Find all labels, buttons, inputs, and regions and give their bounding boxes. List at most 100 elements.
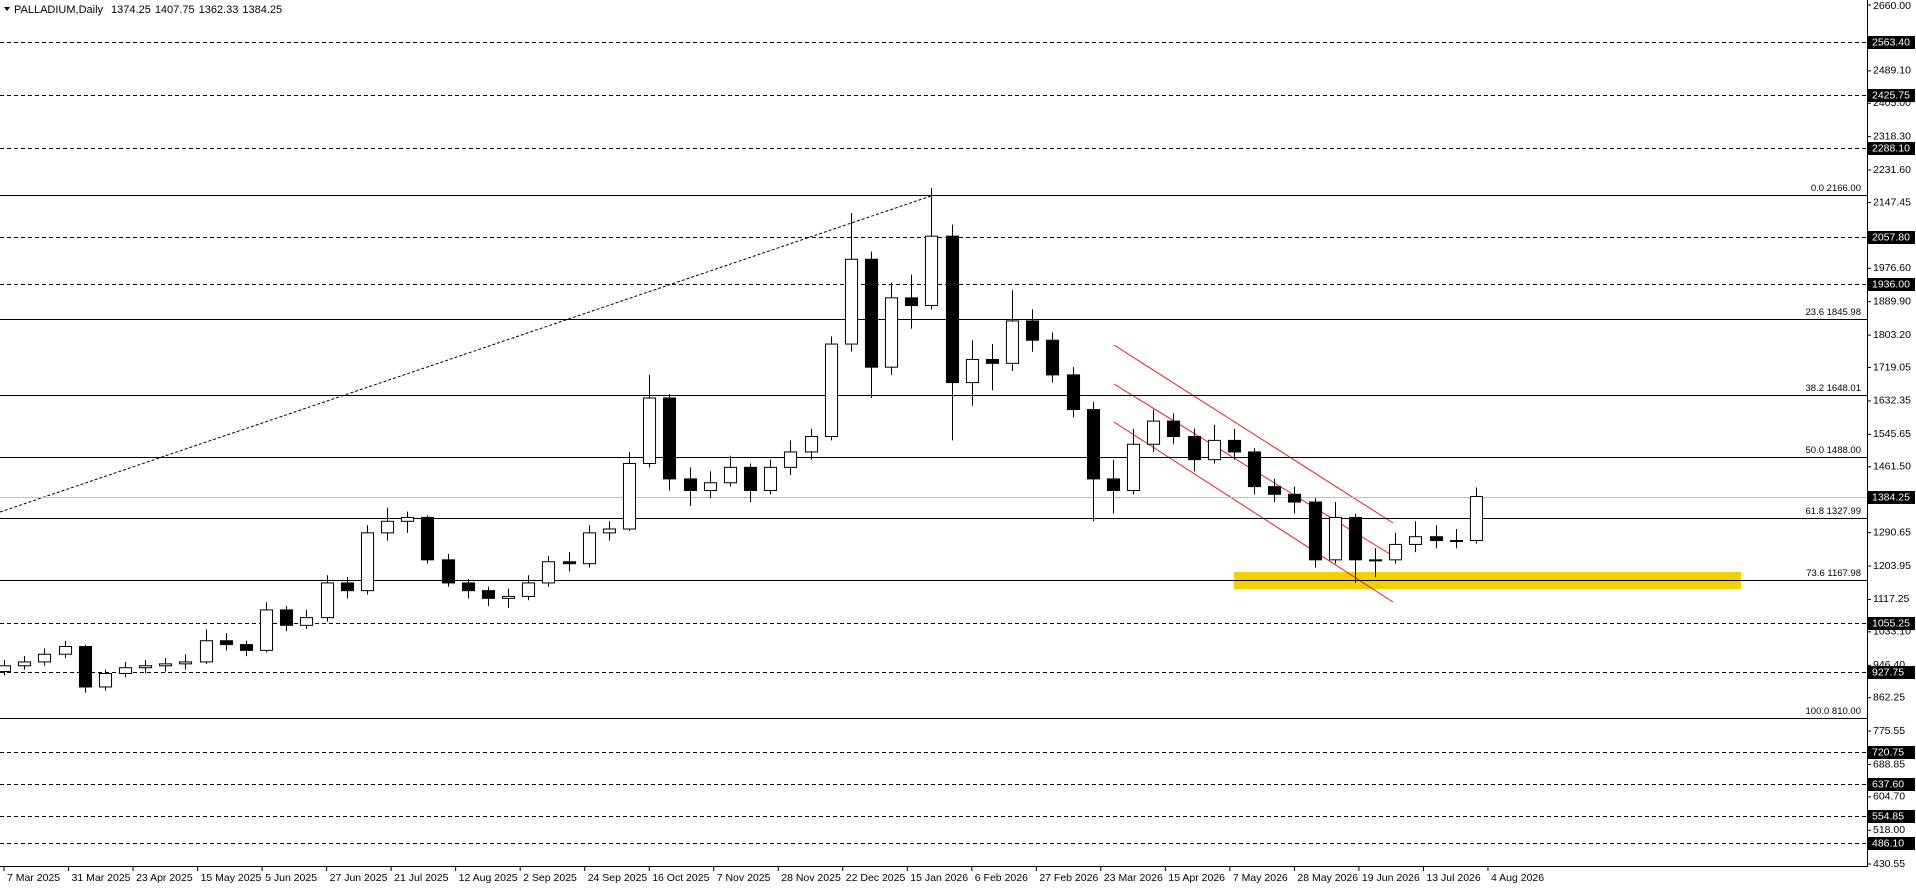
- candle-body: [1368, 559, 1383, 562]
- candle-body: [158, 663, 173, 667]
- candle-body: [804, 436, 819, 453]
- y-tick-label: 1803.20: [1873, 329, 1911, 341]
- candle-body: [420, 516, 435, 561]
- candle-body: [481, 590, 496, 599]
- last-price-label: 1384.25: [1872, 491, 1910, 503]
- candle-body: [541, 561, 556, 584]
- level-label-box: [1868, 837, 1915, 850]
- candle-body: [864, 258, 879, 368]
- candles: [0, 188, 1484, 693]
- candle-body: [17, 661, 32, 667]
- candle-body: [924, 235, 939, 307]
- candle-body: [1227, 439, 1242, 453]
- candle-body: [1408, 536, 1423, 545]
- fib-label: 100.0 810.00: [1806, 706, 1861, 717]
- candle-body: [1469, 496, 1484, 542]
- menu-arrow[interactable]: [4, 7, 10, 11]
- levels: 0.0 2166.00 23.6 1845.98 38.2 1648.01 50.0 …: [0, 42, 1867, 844]
- x-tick-label: 13 Jul 2026: [1426, 872, 1480, 884]
- x-tick-label: 15 Jan 2026: [910, 872, 968, 884]
- candle-body: [521, 582, 536, 597]
- x-tick-label: 28 Nov 2025: [781, 872, 841, 884]
- candle-body: [783, 451, 798, 468]
- fib-label: 23.6 1845.98: [1806, 307, 1861, 318]
- y-tick-label: 2147.45: [1873, 196, 1911, 208]
- level-label: 1055.25: [1872, 617, 1910, 629]
- header: PALLADIUM,Daily 1374.25 1407.75 1362.33 1384…: [14, 4, 282, 16]
- y-tick-label: 862.25: [1873, 691, 1905, 703]
- y-tick-label: 2660.00: [1873, 0, 1911, 12]
- y-tick-label: 688.85: [1873, 758, 1905, 770]
- candle-body: [904, 297, 919, 307]
- y-tick-label: 1461.50: [1873, 461, 1911, 473]
- candle-body: [1106, 478, 1121, 491]
- fib-label: 73.6 1167.98: [1806, 568, 1861, 579]
- x-tick-label: 23 Mar 2026: [1104, 872, 1163, 884]
- candle-body: [199, 640, 214, 663]
- candle-body: [178, 661, 193, 665]
- y-tick-label: 1889.90: [1873, 295, 1911, 307]
- candle-body: [743, 466, 758, 491]
- x-tick-label: 31 Mar 2025: [72, 872, 131, 884]
- candle-body: [279, 609, 294, 626]
- candle-body: [703, 482, 718, 491]
- x-tick-label: 27 Feb 2026: [1039, 872, 1098, 884]
- candle-body: [1247, 451, 1262, 488]
- level-label-box: [1868, 231, 1915, 244]
- channel-lower: [1113, 421, 1394, 603]
- candle-body: [78, 646, 93, 688]
- candle-body: [1348, 516, 1363, 561]
- candle-body: [118, 667, 133, 674]
- candle-body: [1146, 420, 1161, 445]
- x-tick-label: 19 Jun 2026: [1362, 872, 1420, 884]
- candle-body: [1025, 320, 1040, 341]
- candle-body: [945, 235, 960, 384]
- candle-body: [1388, 543, 1403, 561]
- fib-label: 50.0 1488.00: [1806, 445, 1861, 456]
- x-tick-label: 28 May 2026: [1297, 872, 1358, 884]
- fib-label: 0.0 2166.00: [1811, 183, 1861, 194]
- candle-body: [683, 478, 698, 491]
- level-label: 2425.75: [1872, 89, 1910, 101]
- candle-body: [1166, 420, 1181, 438]
- candle-body: [884, 297, 899, 368]
- y-tick-label: 1976.60: [1873, 262, 1911, 274]
- y-tick-label: 1203.95: [1873, 560, 1911, 572]
- x-tick-label: 27 Jun 2025: [330, 872, 388, 884]
- x-tick-label: 2 Sep 2025: [523, 872, 577, 884]
- x-tick-label: 23 Apr 2025: [136, 872, 193, 884]
- level-label: 554.85: [1872, 810, 1904, 822]
- candle-body: [461, 582, 476, 592]
- candle-body: [400, 516, 415, 522]
- candle-body: [642, 397, 657, 465]
- level-label: 2563.40: [1872, 36, 1910, 48]
- x-tick-label: 15 May 2025: [201, 872, 262, 884]
- level-label-box: [1868, 89, 1915, 102]
- x-tick-label: 12 Aug 2025: [459, 872, 518, 884]
- x-tick-label: 7 Mar 2025: [7, 872, 60, 884]
- y-tick-label: 1719.05: [1873, 361, 1911, 373]
- channel-upper: [1113, 344, 1394, 524]
- candle-body: [360, 532, 375, 592]
- candle-body: [98, 672, 113, 688]
- candle-body: [622, 463, 637, 530]
- level-label: 2288.10: [1872, 142, 1910, 154]
- candle-body: [1287, 493, 1302, 503]
- candle-body: [985, 358, 1000, 364]
- candle-body: [824, 343, 839, 438]
- candle-body: [380, 520, 395, 534]
- candle-body: [723, 466, 738, 484]
- candle-body: [1005, 320, 1020, 364]
- candle-body: [1267, 486, 1282, 495]
- candle-body: [1187, 436, 1202, 461]
- level-label: 637.60: [1872, 778, 1904, 790]
- y-tick-label: 2318.30: [1873, 130, 1911, 142]
- candle-body: [1328, 516, 1343, 561]
- candle-body: [1207, 439, 1222, 461]
- level-label: 720.75: [1872, 746, 1904, 758]
- level-label-box: [1868, 142, 1915, 155]
- level-label: 927.75: [1872, 666, 1904, 678]
